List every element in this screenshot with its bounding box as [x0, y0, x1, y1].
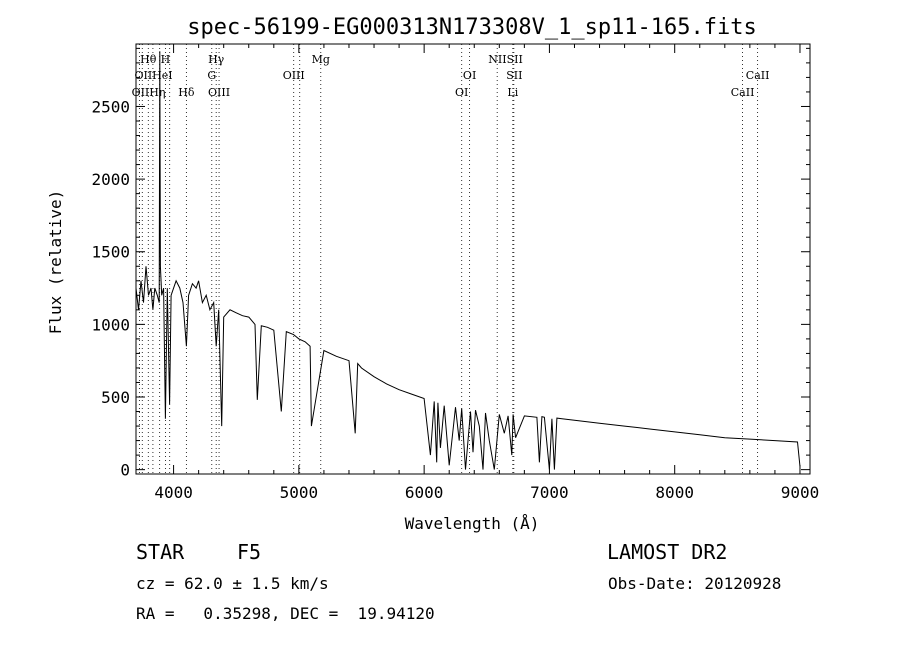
y-tick-label: 2000 [91, 170, 130, 189]
spectrum-line [135, 51, 801, 470]
line-marker-label: OIIHη [132, 86, 166, 99]
line-marker-label: G [207, 69, 216, 82]
x-tick-label: 9000 [781, 483, 820, 502]
spectrum-group [135, 51, 801, 470]
line-marker-label: OIIHeI [134, 69, 172, 82]
y-tick-label: 0 [120, 461, 130, 480]
line-marker-label: OIII [208, 86, 230, 99]
marker-label-group: Hθ H Hγ Mg NIISII OIIHeI G OIII OI SII CaII OIIHη Hδ… [132, 53, 770, 99]
y-axis-label: Flux (relative) [46, 190, 65, 335]
object-type: STAR [136, 540, 185, 564]
line-marker-label: OIII [283, 69, 305, 82]
x-tick-label: 7000 [530, 483, 569, 502]
line-marker-label: Li [507, 86, 518, 99]
survey-name: LAMOST DR2 [607, 540, 728, 564]
velocity-readout: cz = 62.0 ± 1.5 km/s [136, 574, 329, 593]
object-class: F5 [237, 540, 262, 564]
line-marker-label: OI [463, 69, 476, 82]
obs-date: Obs-Date: 20120928 [608, 574, 782, 593]
x-axis: 4000 5000 6000 7000 8000 9000 [154, 44, 819, 502]
line-marker-label: NIISII [488, 53, 523, 66]
line-marker-label: Mg [312, 53, 330, 66]
line-marker-label: SII [506, 69, 522, 82]
line-marker-label: H [161, 53, 171, 66]
x-tick-label: 5000 [280, 483, 319, 502]
line-marker-label: CaII [746, 69, 770, 82]
x-axis-label: Wavelength (Å) [405, 514, 540, 533]
line-marker-label: OI [455, 86, 468, 99]
line-marker-label: Hγ [208, 53, 225, 66]
y-tick-label: 500 [101, 388, 130, 407]
line-marker-label: Hδ [178, 86, 195, 99]
y-axis: 0 500 1000 1500 2000 2500 [91, 47, 810, 480]
x-tick-label: 6000 [405, 483, 444, 502]
x-tick-label: 4000 [154, 483, 193, 502]
y-tick-label: 1500 [91, 243, 130, 262]
line-marker-label: Hθ [140, 53, 157, 66]
y-tick-label: 1000 [91, 315, 130, 334]
coordinates: RA = 0.35298, DEC = 19.94120 [136, 604, 435, 623]
plot-frame [135, 43, 811, 475]
y-tick-label: 2500 [91, 97, 130, 116]
marker-line-group [138, 44, 759, 474]
chart-title: spec-56199-EG000313N173308V_1_sp11-165.f… [187, 15, 757, 40]
x-tick-label: 8000 [655, 483, 694, 502]
line-marker-label: CaII [731, 86, 755, 99]
